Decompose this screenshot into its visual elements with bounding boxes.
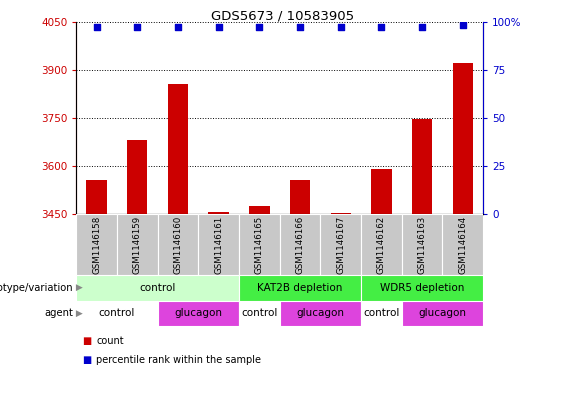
Text: percentile rank within the sample: percentile rank within the sample xyxy=(96,355,261,365)
Bar xyxy=(239,214,280,275)
Bar xyxy=(239,301,280,326)
Bar xyxy=(371,169,392,214)
Bar xyxy=(168,84,188,214)
Text: control: control xyxy=(140,283,176,293)
Text: GSM1146158: GSM1146158 xyxy=(92,216,101,274)
Bar xyxy=(127,140,147,214)
Text: GDS5673 / 10583905: GDS5673 / 10583905 xyxy=(211,10,354,23)
Point xyxy=(336,24,345,31)
Text: GSM1146166: GSM1146166 xyxy=(295,216,305,274)
Bar xyxy=(320,214,361,275)
Bar xyxy=(331,213,351,214)
Bar xyxy=(402,214,442,275)
Text: ▶: ▶ xyxy=(73,283,83,292)
Text: GSM1146161: GSM1146161 xyxy=(214,216,223,274)
Text: glucagon: glucagon xyxy=(297,309,344,318)
Bar xyxy=(76,214,117,275)
Bar xyxy=(76,275,239,301)
Point xyxy=(295,24,305,31)
Bar xyxy=(402,301,483,326)
Text: GSM1146165: GSM1146165 xyxy=(255,216,264,274)
Bar xyxy=(453,63,473,214)
Text: GSM1146163: GSM1146163 xyxy=(418,216,427,274)
Text: KAT2B depletion: KAT2B depletion xyxy=(257,283,343,293)
Bar xyxy=(239,275,361,301)
Text: control: control xyxy=(241,309,277,318)
Text: ■: ■ xyxy=(82,336,91,346)
Bar xyxy=(280,301,361,326)
Bar xyxy=(198,214,239,275)
Bar xyxy=(249,206,270,214)
Text: WDR5 depletion: WDR5 depletion xyxy=(380,283,464,293)
Text: count: count xyxy=(96,336,124,346)
Text: GSM1146164: GSM1146164 xyxy=(458,216,467,274)
Point xyxy=(92,24,101,31)
Point xyxy=(458,22,467,29)
Text: GSM1146160: GSM1146160 xyxy=(173,216,182,274)
Text: GSM1146162: GSM1146162 xyxy=(377,216,386,274)
Point xyxy=(173,24,182,31)
Bar xyxy=(280,214,320,275)
Bar xyxy=(208,211,229,214)
Bar xyxy=(86,180,107,214)
Bar xyxy=(442,214,483,275)
Text: ▶: ▶ xyxy=(73,309,83,318)
Bar xyxy=(361,301,402,326)
Bar xyxy=(158,214,198,275)
Text: GSM1146159: GSM1146159 xyxy=(133,216,142,274)
Bar xyxy=(117,214,158,275)
Text: ■: ■ xyxy=(82,355,91,365)
Bar xyxy=(412,119,432,214)
Bar xyxy=(361,214,402,275)
Text: control: control xyxy=(99,309,135,318)
Bar xyxy=(76,301,158,326)
Point xyxy=(214,24,223,31)
Text: glucagon: glucagon xyxy=(175,309,222,318)
Text: glucagon: glucagon xyxy=(419,309,466,318)
Text: genotype/variation: genotype/variation xyxy=(0,283,73,293)
Text: control: control xyxy=(363,309,399,318)
Bar xyxy=(290,180,310,214)
Point xyxy=(418,24,427,31)
Bar xyxy=(158,301,239,326)
Bar xyxy=(361,275,483,301)
Point xyxy=(133,24,142,31)
Point xyxy=(255,24,264,31)
Text: GSM1146167: GSM1146167 xyxy=(336,216,345,274)
Point xyxy=(377,24,386,31)
Text: agent: agent xyxy=(45,309,73,318)
